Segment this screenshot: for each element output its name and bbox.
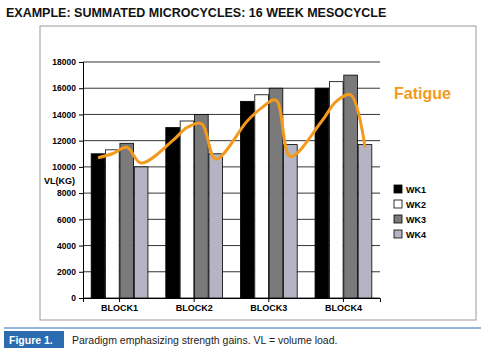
y-tick-label: 18000 [52, 57, 76, 67]
legend-frame [390, 179, 442, 245]
x-tick-label: BLOCK1 [101, 303, 138, 313]
x-tick: BLOCK4 [325, 298, 362, 313]
y-tick: 16000 [52, 83, 83, 93]
legend-swatch [394, 215, 402, 223]
x-tick-mark [119, 298, 120, 302]
caption-box [4, 331, 64, 348]
y-tick-mark [79, 272, 83, 273]
x-tick-mark [194, 298, 195, 302]
bar [209, 154, 223, 298]
x-tick-label: BLOCK4 [325, 303, 362, 313]
legend-item: WK3 [394, 215, 426, 225]
chart-frame [40, 26, 476, 320]
y-tick: 4000 [57, 241, 83, 251]
legend-swatch [394, 230, 402, 238]
fatigue-line [98, 94, 365, 163]
y-tick-mark [79, 193, 83, 194]
bar [180, 121, 194, 298]
y-tick: 18000 [52, 57, 83, 67]
y-tick-label: 0 [71, 293, 76, 303]
caption-text: Paradigm emphasizing strength gains. VL … [72, 334, 337, 346]
y-tick-mark [79, 298, 83, 299]
caption-rule [4, 328, 481, 329]
y-tick: 8000 [57, 188, 83, 198]
bar [240, 101, 254, 298]
y-tick-mark [79, 167, 83, 168]
x-tick: BLOCK1 [101, 298, 138, 313]
x-tick: BLOCK3 [250, 298, 287, 313]
legend-label: WK2 [406, 200, 426, 210]
legend-item: WK4 [394, 230, 426, 240]
x-tick-label: BLOCK3 [250, 303, 287, 313]
bar [120, 143, 134, 298]
bar [195, 114, 209, 298]
y-tick-label: 2000 [57, 267, 76, 277]
bar [166, 128, 180, 298]
line-label: Fatigue [394, 85, 451, 102]
bar [134, 167, 148, 298]
caption-label: Figure 1. [9, 334, 53, 346]
bar [91, 154, 105, 298]
y-tick-mark [79, 141, 83, 142]
bar [284, 145, 298, 298]
legend-swatch [394, 200, 402, 208]
y-tick-label: 6000 [57, 215, 76, 225]
x-axis: BLOCK1 BLOCK2 BLOCK3 BLOCK4 [84, 298, 381, 313]
y-tick-mark [79, 219, 83, 220]
y-tick-label: 4000 [57, 241, 76, 251]
y-tick-label: 12000 [52, 136, 76, 146]
x-tick-mark [268, 298, 269, 302]
y-tick-label: 10000 [52, 162, 76, 172]
chart: EXAMPLE: SUMMATED MICROCYCLES: 16 WEEK M… [0, 0, 485, 362]
x-axis-line [84, 299, 381, 303]
legend-item: WK2 [394, 200, 426, 210]
y-tick: 6000 [57, 215, 83, 225]
bar [329, 82, 343, 298]
legend: WK1 WK2 WK3 WK4 [390, 179, 442, 245]
grid [83, 62, 380, 298]
x-tick: BLOCK2 [176, 298, 213, 313]
y-tick-label: 16000 [52, 83, 76, 93]
plot [91, 75, 372, 298]
y-tick: 12000 [52, 136, 83, 146]
bar [106, 150, 120, 298]
y-tick-mark [79, 114, 83, 115]
y-tick-mark [79, 88, 83, 89]
bar [255, 95, 269, 298]
legend-swatch [394, 185, 402, 193]
legend-item: WK1 [394, 185, 426, 195]
y-tick: 10000 [52, 162, 83, 172]
y-tick: 14000 [52, 110, 83, 120]
legend-label: WK1 [406, 185, 426, 195]
bar [358, 145, 372, 298]
y-tick: 2000 [57, 267, 83, 277]
y-tick-label: 14000 [52, 110, 76, 120]
title: EXAMPLE: SUMMATED MICROCYCLES: 16 WEEK M… [6, 6, 386, 20]
legend-label: WK4 [406, 230, 426, 240]
legend-label: WK3 [406, 215, 426, 225]
x-tick-label: BLOCK2 [176, 303, 213, 313]
grid-line [83, 62, 380, 63]
y-tick-mark [79, 246, 83, 247]
bar [344, 75, 358, 298]
x-tick-mark [343, 298, 344, 302]
y-tick-label: 8000 [57, 188, 76, 198]
y-tick-mark [79, 62, 83, 63]
y-axis-line [79, 63, 84, 299]
y-tick: 0 [71, 293, 83, 303]
y-axis-title: VL(KG) [44, 176, 75, 186]
